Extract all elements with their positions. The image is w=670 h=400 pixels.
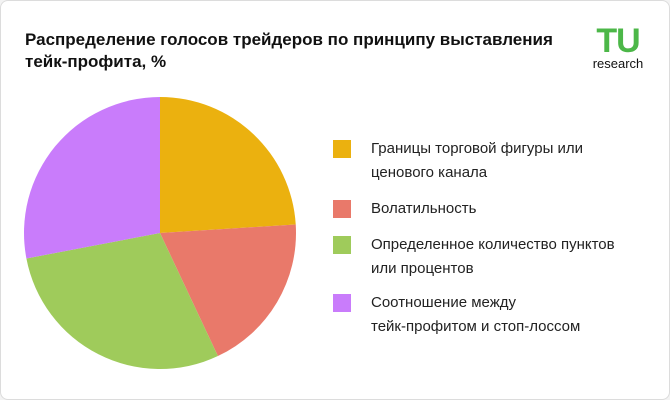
logo-mark: TU <box>596 22 640 60</box>
legend-swatch <box>333 236 351 254</box>
legend-item: Границы торговой фигуры или ценового кан… <box>333 137 583 185</box>
legend-label: Границы торговой фигуры или ценового кан… <box>371 140 584 181</box>
pie-slice <box>160 97 296 233</box>
logo-text: research <box>592 56 644 71</box>
legend-item: Определенное количество пунктов или проц… <box>333 233 615 281</box>
legend-swatch <box>333 200 351 218</box>
pie-slice <box>26 233 218 370</box>
chart-title: Распределение голосов трейдеров по принц… <box>25 30 553 71</box>
pie-slice <box>23 97 160 259</box>
legend-swatch <box>333 294 351 312</box>
legend-swatch <box>333 140 351 158</box>
legend-item: Соотношение между тейк-профитом и стоп-л… <box>333 291 580 339</box>
pie-slice <box>160 224 296 357</box>
legend-item: Волатильность <box>333 197 476 221</box>
legend-label: Волатильность <box>371 200 477 217</box>
logo: TU research <box>587 22 649 71</box>
legend-label: Определенное количество пунктов или проц… <box>371 236 615 277</box>
legend-label: Соотношение между тейк-профитом и стоп-л… <box>371 294 581 335</box>
